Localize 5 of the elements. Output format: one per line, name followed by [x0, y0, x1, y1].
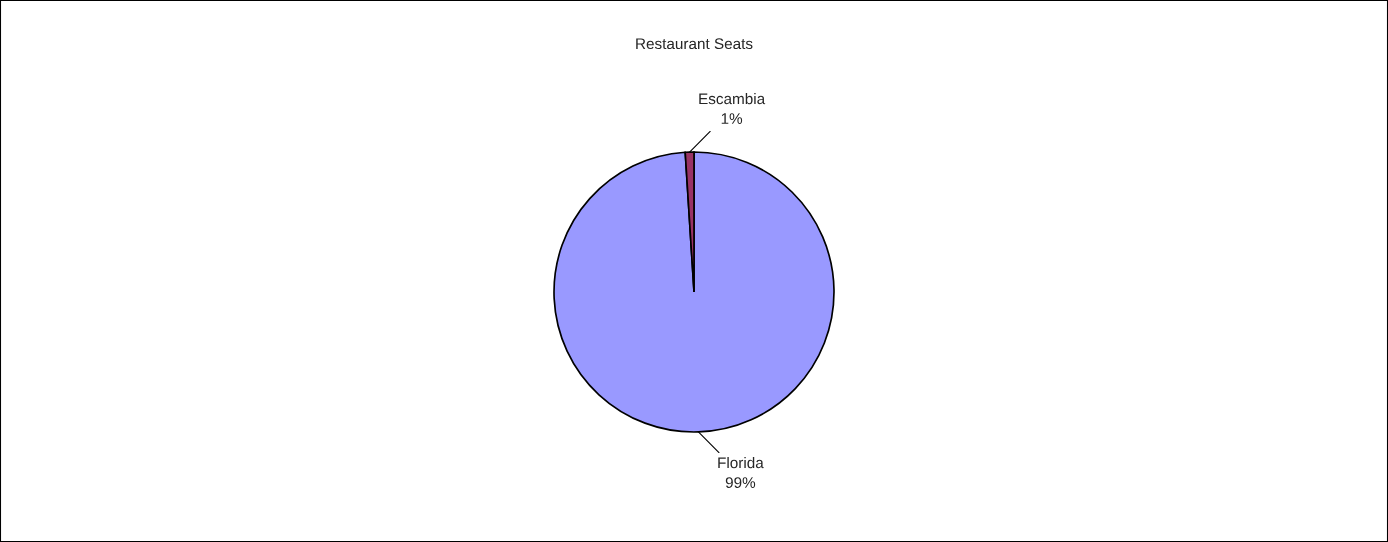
- data-label: 99%: [725, 477, 756, 488]
- data-label: 1%: [721, 113, 743, 124]
- chart-title: Restaurant Seats: [636, 38, 753, 50]
- slice-label: Florida: [718, 456, 764, 469]
- slice-label: Escambia: [699, 92, 766, 105]
